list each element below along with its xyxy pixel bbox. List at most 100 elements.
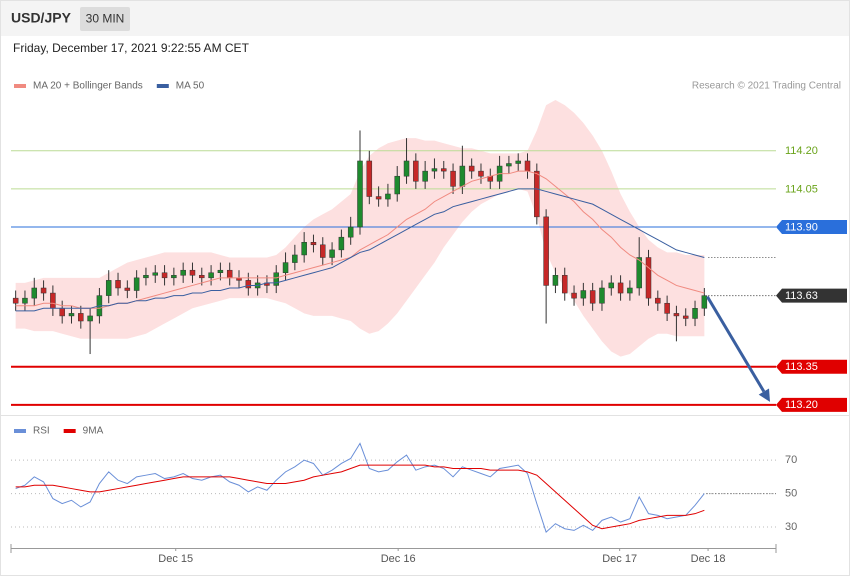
candle-body bbox=[664, 302, 670, 314]
rsi-line bbox=[15, 464, 705, 530]
forecast-arrow bbox=[706, 295, 766, 393]
candle-body bbox=[385, 193, 391, 200]
candle-body bbox=[22, 297, 28, 304]
candle-body bbox=[636, 257, 642, 289]
interval-pill[interactable] bbox=[80, 7, 130, 31]
x-tick-label: Dec 18 bbox=[691, 553, 726, 565]
candle-body bbox=[282, 262, 289, 273]
y-tick-label: 30 bbox=[785, 521, 797, 533]
interval[interactable]: 30 MIN bbox=[86, 12, 125, 26]
candle-body bbox=[226, 269, 233, 279]
legend-swatch bbox=[156, 84, 169, 88]
rsi-line bbox=[15, 442, 705, 533]
level-box bbox=[776, 220, 847, 235]
candle-body bbox=[478, 170, 484, 177]
candle-body bbox=[143, 275, 149, 279]
candle-body bbox=[78, 313, 84, 322]
candle-body bbox=[50, 292, 56, 309]
candle-body bbox=[450, 170, 456, 187]
header-bar bbox=[1, 1, 849, 36]
candle-body bbox=[431, 168, 438, 172]
candle-body bbox=[571, 292, 577, 299]
candle-body bbox=[375, 196, 382, 200]
candle-body bbox=[357, 160, 363, 228]
candle-body bbox=[655, 297, 661, 304]
candle-body bbox=[552, 275, 559, 286]
forecast-arrow-head bbox=[758, 388, 770, 402]
candle-body bbox=[152, 272, 159, 276]
candle-body bbox=[506, 163, 512, 167]
candle-body bbox=[292, 254, 298, 263]
level-box bbox=[776, 359, 847, 374]
candle-body bbox=[40, 287, 47, 294]
candle-body bbox=[692, 308, 698, 319]
candle-body bbox=[320, 244, 326, 258]
x-tick-label: Dec 16 bbox=[381, 553, 416, 565]
level-label: 114.20 bbox=[785, 145, 818, 157]
candle-body bbox=[31, 287, 38, 299]
candle-body bbox=[413, 160, 419, 182]
level-label: 114.05 bbox=[785, 183, 818, 195]
legend-swatch bbox=[14, 84, 26, 88]
x-tick-label: Dec 17 bbox=[602, 553, 637, 565]
candle-body bbox=[422, 170, 428, 182]
level-box bbox=[776, 288, 847, 303]
timestamp: Friday, December 17, 2021 9:22:55 AM CET bbox=[13, 41, 250, 55]
candle-body bbox=[105, 280, 112, 296]
candle-body bbox=[589, 290, 596, 304]
level-label: 113.35 bbox=[785, 361, 818, 373]
candle-body bbox=[627, 287, 633, 294]
ma-line bbox=[15, 188, 705, 312]
credit: Research © 2021 Trading Central bbox=[692, 81, 841, 92]
candle-body bbox=[115, 280, 121, 289]
candle-body bbox=[338, 236, 345, 251]
candle-body bbox=[329, 249, 335, 258]
level-label: 113.63 bbox=[785, 290, 818, 302]
candle-body bbox=[701, 295, 708, 309]
candle-body bbox=[580, 290, 587, 299]
candle-body bbox=[617, 282, 624, 294]
candle-body bbox=[180, 269, 186, 276]
candle-body bbox=[68, 313, 75, 317]
level-label: 113.20 bbox=[785, 399, 818, 411]
candle-body bbox=[301, 242, 307, 256]
candle-body bbox=[366, 160, 373, 197]
legend-swatch bbox=[63, 429, 76, 433]
y-tick-label: 70 bbox=[785, 454, 797, 466]
candle-body bbox=[441, 168, 447, 172]
candle-body bbox=[208, 272, 214, 279]
candle-body bbox=[245, 280, 252, 289]
candle-body bbox=[403, 160, 410, 177]
candle-body bbox=[673, 313, 680, 317]
candle-body bbox=[459, 165, 466, 187]
level-box bbox=[776, 397, 847, 412]
y-tick-label: 50 bbox=[785, 487, 797, 499]
candle-body bbox=[608, 282, 615, 289]
legend-label: 9MA bbox=[83, 426, 104, 437]
candle-body bbox=[543, 216, 549, 286]
candle-body bbox=[310, 242, 317, 246]
candle-body bbox=[133, 277, 140, 291]
candle-body bbox=[189, 269, 196, 276]
legend-label: RSI bbox=[33, 426, 50, 437]
candle-body bbox=[347, 226, 354, 238]
candle-body bbox=[515, 160, 521, 164]
candle-body bbox=[273, 272, 279, 286]
legend-swatch bbox=[14, 429, 26, 433]
candle-body bbox=[534, 170, 540, 218]
legend-label: MA 50 bbox=[176, 81, 205, 92]
candle-body bbox=[394, 175, 400, 195]
candle-body bbox=[12, 297, 19, 304]
candle-body bbox=[171, 275, 177, 279]
candle-body bbox=[524, 160, 531, 172]
candle-body bbox=[599, 287, 605, 304]
candle-body bbox=[87, 315, 93, 322]
symbol: USD/JPY bbox=[11, 10, 72, 26]
candle-body bbox=[682, 315, 689, 319]
legend-label: MA 20 + Bollinger Bands bbox=[33, 81, 143, 92]
candle-body bbox=[199, 275, 205, 279]
candle-body bbox=[561, 275, 568, 294]
candle-body bbox=[124, 287, 131, 291]
